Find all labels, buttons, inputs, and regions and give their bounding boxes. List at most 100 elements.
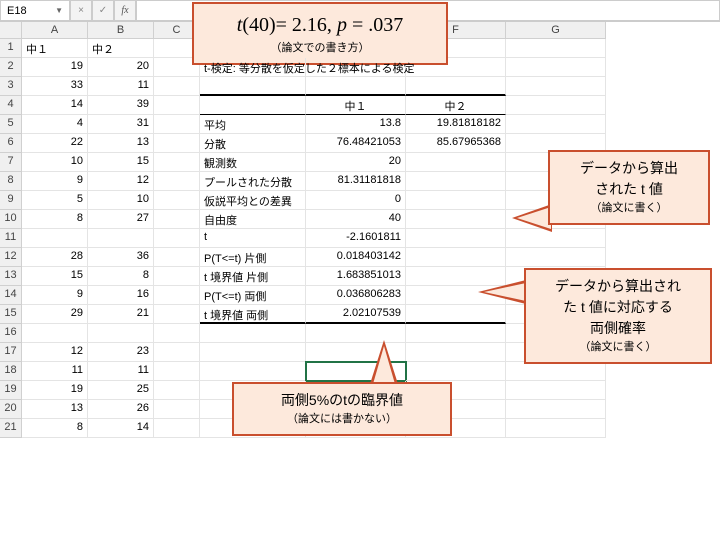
cell-D6[interactable]: 分散 — [200, 134, 306, 153]
cell-C9[interactable] — [154, 191, 200, 210]
cell-D13[interactable]: t 境界値 片側 — [200, 267, 306, 286]
cell-B18[interactable]: 11 — [88, 362, 154, 381]
cell-G20[interactable] — [506, 400, 606, 419]
cell-A11[interactable] — [22, 229, 88, 248]
cell-G21[interactable] — [506, 419, 606, 438]
row-header-2[interactable]: 2 — [0, 58, 22, 77]
cell-G18[interactable] — [506, 362, 606, 381]
cell-A13[interactable]: 15 — [22, 267, 88, 286]
row-header-12[interactable]: 12 — [0, 248, 22, 267]
cell-D12[interactable]: P(T<=t) 片側 — [200, 248, 306, 267]
cell-E9[interactable]: 0 — [306, 191, 406, 210]
cell-D10[interactable]: 自由度 — [200, 210, 306, 229]
col-header-A[interactable]: A — [22, 22, 88, 39]
cell-F4[interactable]: 中２ — [406, 96, 506, 115]
row-header-16[interactable]: 16 — [0, 324, 22, 343]
cell-F3[interactable] — [406, 77, 506, 96]
cell-D11[interactable]: t — [200, 229, 306, 248]
cell-F15[interactable] — [406, 305, 506, 324]
row-header-5[interactable]: 5 — [0, 115, 22, 134]
cell-D8[interactable]: プールされた分散 — [200, 172, 306, 191]
cell-F5[interactable]: 19.81818182 — [406, 115, 506, 134]
cell-A8[interactable]: 9 — [22, 172, 88, 191]
spreadsheet-grid[interactable]: ABCDEFG1中１中２21920t-検定: 等分散を仮定した２標本による検定3… — [0, 22, 720, 438]
cell-F10[interactable] — [406, 210, 506, 229]
cell-B5[interactable]: 31 — [88, 115, 154, 134]
cell-A12[interactable]: 28 — [22, 248, 88, 267]
fx-icon[interactable]: fx — [114, 0, 136, 21]
row-header-20[interactable]: 20 — [0, 400, 22, 419]
cell-B13[interactable]: 8 — [88, 267, 154, 286]
cell-A15[interactable]: 29 — [22, 305, 88, 324]
cell-F16[interactable] — [406, 324, 506, 343]
cell-C17[interactable] — [154, 343, 200, 362]
name-box[interactable]: E18 ▼ — [0, 0, 70, 21]
cell-B19[interactable]: 25 — [88, 381, 154, 400]
cell-G19[interactable] — [506, 381, 606, 400]
cell-B3[interactable]: 11 — [88, 77, 154, 96]
cell-A4[interactable]: 14 — [22, 96, 88, 115]
cell-A1[interactable]: 中１ — [22, 39, 88, 58]
cell-A2[interactable]: 19 — [22, 58, 88, 77]
col-header-G[interactable]: G — [506, 22, 606, 39]
row-header-18[interactable]: 18 — [0, 362, 22, 381]
cell-B21[interactable]: 14 — [88, 419, 154, 438]
cell-C18[interactable] — [154, 362, 200, 381]
cell-C4[interactable] — [154, 96, 200, 115]
cell-A6[interactable]: 22 — [22, 134, 88, 153]
row-header-6[interactable]: 6 — [0, 134, 22, 153]
row-header-19[interactable]: 19 — [0, 381, 22, 400]
cancel-icon[interactable]: × — [70, 0, 92, 21]
cell-E4[interactable]: 中１ — [306, 96, 406, 115]
cell-F18[interactable] — [406, 362, 506, 381]
cell-D15[interactable]: t 境界値 両側 — [200, 305, 306, 324]
cell-D16[interactable] — [200, 324, 306, 343]
cell-F17[interactable] — [406, 343, 506, 362]
cell-A14[interactable]: 9 — [22, 286, 88, 305]
cell-F8[interactable] — [406, 172, 506, 191]
col-header-B[interactable]: B — [88, 22, 154, 39]
cell-E8[interactable]: 81.31181818 — [306, 172, 406, 191]
cell-C6[interactable] — [154, 134, 200, 153]
cell-A5[interactable]: 4 — [22, 115, 88, 134]
cell-A10[interactable]: 8 — [22, 210, 88, 229]
cell-E7[interactable]: 20 — [306, 153, 406, 172]
cell-B15[interactable]: 21 — [88, 305, 154, 324]
cell-B10[interactable]: 27 — [88, 210, 154, 229]
check-icon[interactable]: ✓ — [92, 0, 114, 21]
row-header-8[interactable]: 8 — [0, 172, 22, 191]
cell-B17[interactable]: 23 — [88, 343, 154, 362]
cell-F6[interactable]: 85.67965368 — [406, 134, 506, 153]
cell-B9[interactable]: 10 — [88, 191, 154, 210]
cell-D2[interactable]: t-検定: 等分散を仮定した２標本による検定 — [200, 58, 306, 77]
cell-F7[interactable] — [406, 153, 506, 172]
row-header-7[interactable]: 7 — [0, 153, 22, 172]
cell-A20[interactable]: 13 — [22, 400, 88, 419]
cell-E12[interactable]: 0.018403142 — [306, 248, 406, 267]
row-header-17[interactable]: 17 — [0, 343, 22, 362]
cell-C15[interactable] — [154, 305, 200, 324]
cell-C7[interactable] — [154, 153, 200, 172]
chevron-down-icon[interactable]: ▼ — [55, 6, 63, 15]
cell-B4[interactable]: 39 — [88, 96, 154, 115]
cell-E10[interactable]: 40 — [306, 210, 406, 229]
row-header-14[interactable]: 14 — [0, 286, 22, 305]
cell-G1[interactable] — [506, 39, 606, 58]
cell-D18[interactable] — [200, 362, 306, 381]
row-header-4[interactable]: 4 — [0, 96, 22, 115]
cell-E15[interactable]: 2.02107539 — [306, 305, 406, 324]
row-header-10[interactable]: 10 — [0, 210, 22, 229]
cell-B2[interactable]: 20 — [88, 58, 154, 77]
cell-B14[interactable]: 16 — [88, 286, 154, 305]
cell-E14[interactable]: 0.036806283 — [306, 286, 406, 305]
select-all-corner[interactable] — [0, 22, 22, 39]
cell-C13[interactable] — [154, 267, 200, 286]
cell-C21[interactable] — [154, 419, 200, 438]
cell-C19[interactable] — [154, 381, 200, 400]
cell-C14[interactable] — [154, 286, 200, 305]
row-header-15[interactable]: 15 — [0, 305, 22, 324]
row-header-9[interactable]: 9 — [0, 191, 22, 210]
cell-C11[interactable] — [154, 229, 200, 248]
cell-D4[interactable] — [200, 96, 306, 115]
cell-A21[interactable]: 8 — [22, 419, 88, 438]
